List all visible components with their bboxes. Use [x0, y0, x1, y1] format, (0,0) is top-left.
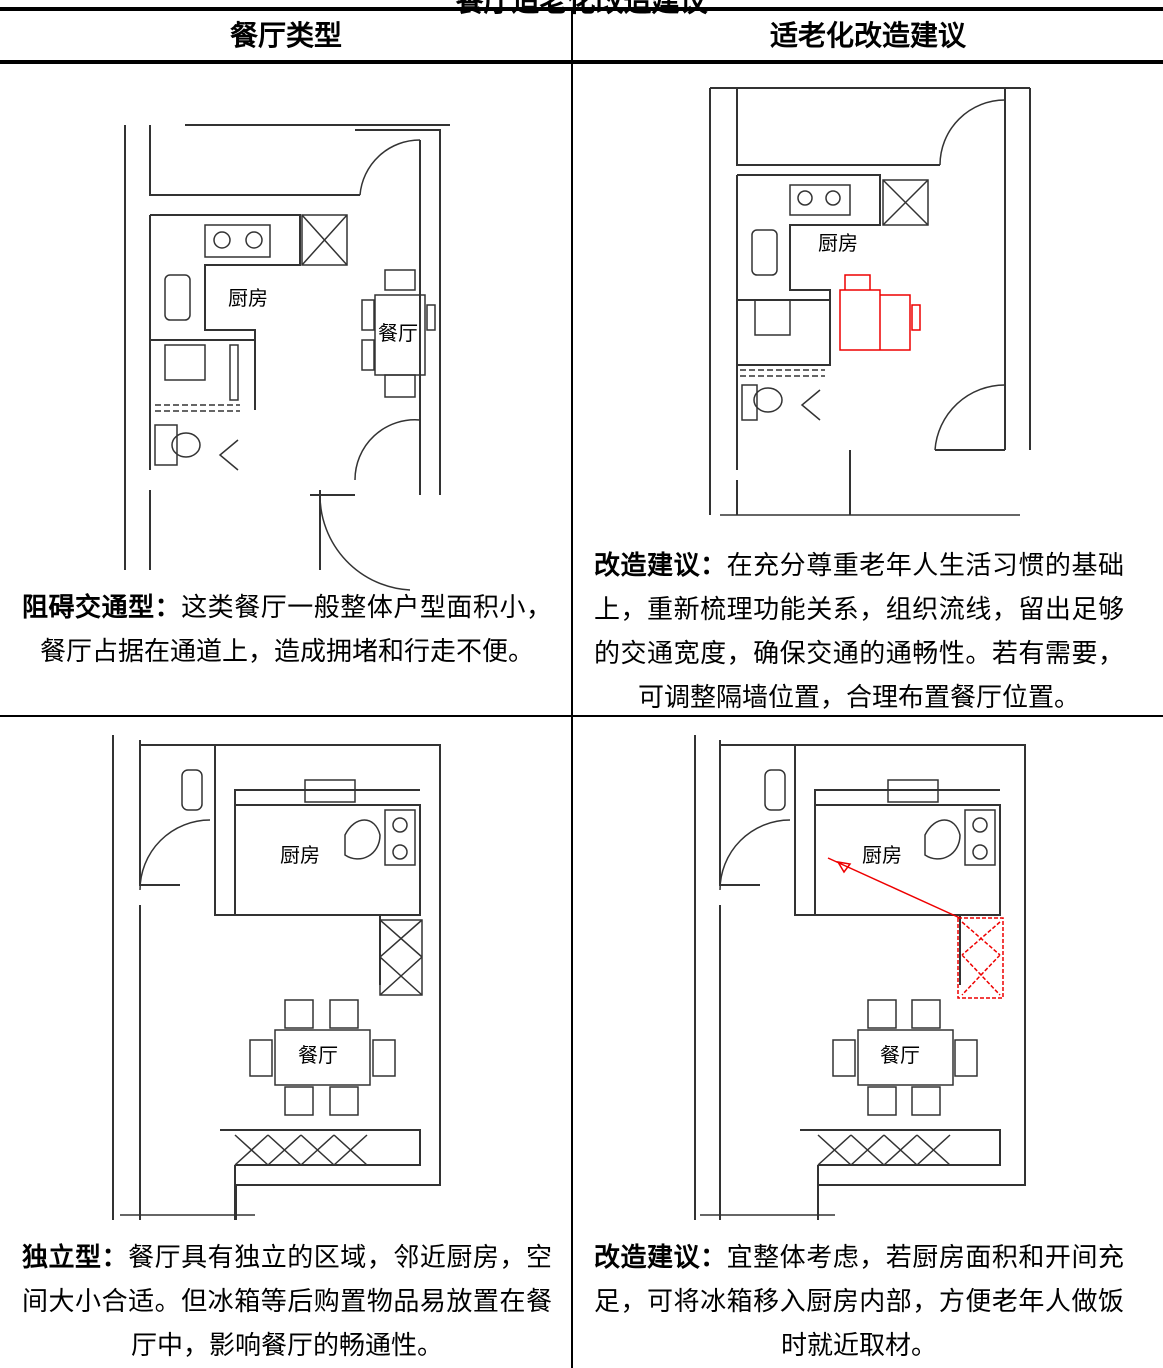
floor-plan: 厨房 餐厅 [124, 124, 450, 591]
room-label: 餐厅 [378, 321, 418, 345]
cell-text: 阻碍交通型：这类餐厅一般整体户型面积小，餐厅占据在通道上，造成拥堵和行走不便。 [22, 586, 552, 674]
cell-text: 独立型：餐厅具有独立的区域，邻近厨房，空间大小合适。但冰箱等后购置物品易放置在餐… [22, 1236, 552, 1368]
room-label: 厨房 [862, 843, 902, 867]
body: 在充分尊重老年人生活习惯的基础上，重新梳理功能关系，组织流线，留出足够的交通宽度… [594, 551, 1124, 712]
body: 这类餐厅一般整体户型面积小，餐厅占据在通道上，造成拥堵和行走不便。 [39, 593, 552, 666]
body: 餐厅具有独立的区域，邻近厨房，空间大小合适。但冰箱等后购置物品易放置在餐厅中，影… [22, 1243, 552, 1360]
header-cell: 适老化改造建议 [769, 21, 966, 52]
floor-plan: 厨房 [709, 87, 1031, 516]
lead: 阻碍交通型： [22, 593, 182, 622]
lead: 改造建议： [594, 1243, 727, 1272]
cell-text: 改造建议：宜整体考虑，若厨房面积和开间充足，可将冰箱移入厨房内部，方便老年人做饭… [594, 1236, 1124, 1368]
body: 宜整体考虑，若厨房面积和开间充足，可将冰箱移入厨房内部，方便老年人做饭时就近取材… [594, 1243, 1124, 1360]
lead: 改造建议： [594, 551, 727, 580]
floor-plan: 厨房 餐厅 [694, 735, 1026, 1220]
lead: 独立型： [22, 1243, 129, 1272]
room-label: 餐厅 [880, 1043, 920, 1067]
floor-plan: 厨房 餐厅 [112, 735, 441, 1220]
room-label: 餐厅 [298, 1043, 338, 1067]
cell-text: 改造建议：在充分尊重老年人生活习惯的基础上，重新梳理功能关系，组织流线，留出足够… [594, 544, 1124, 720]
room-label: 厨房 [280, 843, 320, 867]
room-label: 厨房 [228, 286, 268, 310]
header-cell: 餐厅类型 [229, 21, 342, 52]
room-label: 厨房 [818, 231, 858, 255]
